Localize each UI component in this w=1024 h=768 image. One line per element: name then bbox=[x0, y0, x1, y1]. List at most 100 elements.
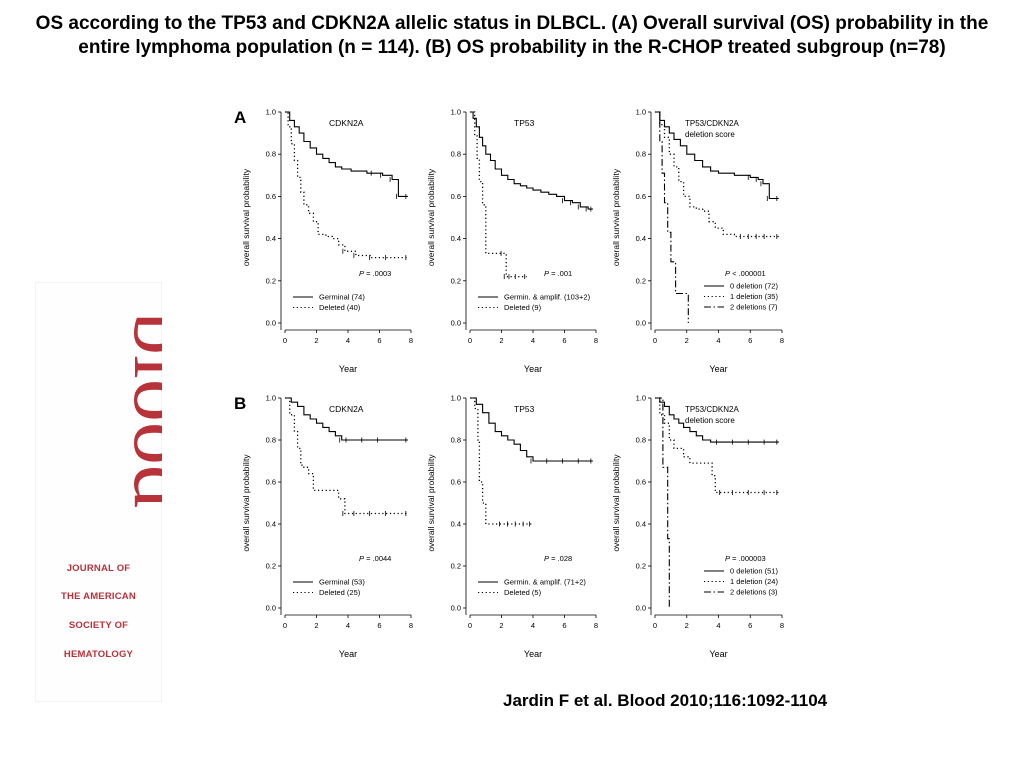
panel-title: TP53 bbox=[514, 404, 535, 414]
x-tick-label: 0 bbox=[468, 336, 472, 345]
y-tick-label: 0.8 bbox=[451, 150, 461, 159]
panel-title: CDKN2A bbox=[329, 118, 364, 128]
y-tick-label: 0.0 bbox=[266, 319, 276, 328]
x-tick-label: 0 bbox=[653, 336, 657, 345]
p-value: P = .0044 bbox=[359, 554, 391, 563]
y-tick-label: 0.0 bbox=[636, 319, 646, 328]
x-tick-label: 2 bbox=[685, 621, 689, 630]
x-tick-label: 6 bbox=[748, 621, 752, 630]
legend-label: Germin. & amplif. (103+2) bbox=[504, 293, 591, 302]
x-tick-label: 8 bbox=[409, 621, 413, 630]
survival-curve-2 bbox=[655, 111, 779, 238]
km-panel-1: 0.0 0.2 0.4 0.6 0.8 1.0 0 2 4 6 8 Year overall survi… bbox=[241, 108, 413, 375]
x-axis-label: Year bbox=[339, 649, 357, 659]
survival-curve-2 bbox=[470, 111, 527, 278]
x-axis-label: Year bbox=[709, 649, 727, 659]
survival-curve-1 bbox=[285, 397, 408, 441]
legend-label: 1 deletion (24) bbox=[730, 577, 778, 586]
y-tick-label: 0.6 bbox=[451, 192, 461, 201]
y-tick-label: 0.2 bbox=[266, 276, 276, 285]
survival-curve-2 bbox=[285, 111, 408, 259]
legend-label: 0 deletion (51) bbox=[730, 567, 778, 576]
legend-label: 2 deletions (7) bbox=[730, 303, 778, 312]
legend-label: Deleted (40) bbox=[319, 303, 361, 312]
y-tick-label: 0.8 bbox=[451, 436, 461, 445]
y-tick-label: 0.6 bbox=[451, 478, 461, 487]
x-tick-label: 2 bbox=[499, 621, 503, 630]
y-tick-label: 0.4 bbox=[636, 234, 646, 243]
legend-label: 0 deletion (72) bbox=[730, 282, 778, 291]
y-tick-label: 0.0 bbox=[451, 604, 461, 613]
page-title: OS according to the TP53 and CDKN2A alle… bbox=[35, 13, 989, 58]
y-tick-label: 0.0 bbox=[266, 604, 276, 613]
legend-label: 2 deletions (3) bbox=[730, 588, 778, 597]
x-tick-label: 4 bbox=[716, 621, 720, 630]
y-tick-label: 0.4 bbox=[636, 520, 646, 529]
blood-wordmark: blood bbox=[116, 312, 162, 508]
survival-curve-3 bbox=[655, 111, 689, 323]
survival-curve-1 bbox=[285, 111, 408, 197]
panel-title: TP53 bbox=[514, 118, 535, 128]
x-axis-label: Year bbox=[524, 364, 542, 374]
y-tick-label: 1.0 bbox=[636, 394, 646, 403]
p-value: P = .000003 bbox=[725, 554, 766, 563]
y-tick-label: 0.4 bbox=[451, 234, 461, 243]
y-tick-label: 0.6 bbox=[636, 478, 646, 487]
y-tick-label: 0.2 bbox=[636, 276, 646, 285]
x-tick-label: 6 bbox=[377, 621, 381, 630]
y-axis-label: overall survival probability bbox=[611, 454, 621, 552]
panel-title: TP53/CDKN2A bbox=[685, 119, 739, 128]
x-tick-label: 4 bbox=[346, 336, 350, 345]
y-tick-label: 0.6 bbox=[266, 478, 276, 487]
y-tick-label: 0.4 bbox=[266, 520, 276, 529]
x-axis-label: Year bbox=[524, 649, 542, 659]
x-tick-label: 2 bbox=[314, 621, 318, 630]
legend-label: Deleted (5) bbox=[504, 588, 542, 597]
survival-curve-2 bbox=[285, 397, 408, 515]
x-tick-label: 0 bbox=[283, 621, 287, 630]
survival-curve-1 bbox=[470, 111, 593, 210]
y-tick-label: 0.6 bbox=[266, 192, 276, 201]
panel-title: TP53/CDKN2A bbox=[685, 405, 739, 414]
panel-title: CDKN2A bbox=[329, 404, 364, 414]
km-panel-5: 0.0 0.2 0.4 0.6 0.8 1.0 0 2 4 6 8 Year overall survi… bbox=[426, 394, 598, 660]
y-axis-label: overall survival probability bbox=[426, 168, 436, 266]
x-tick-label: 8 bbox=[594, 336, 598, 345]
panel-title: deletion score bbox=[685, 130, 735, 139]
y-axis-label: overall survival probability bbox=[426, 454, 436, 552]
x-tick-label: 6 bbox=[748, 336, 752, 345]
p-value: P < .000001 bbox=[725, 269, 766, 278]
y-tick-label: 0.8 bbox=[636, 150, 646, 159]
legend-label: Germin. & amplif. (71+2) bbox=[504, 578, 586, 587]
panel-title: deletion score bbox=[685, 416, 735, 425]
survival-curve-3 bbox=[655, 397, 670, 608]
panel-label-b: B bbox=[234, 394, 246, 413]
y-tick-label: 0.2 bbox=[636, 562, 646, 571]
survival-curve-1 bbox=[470, 397, 593, 462]
x-tick-label: 4 bbox=[531, 336, 535, 345]
y-tick-label: 0.4 bbox=[451, 520, 461, 529]
legend-label: Germinal (53) bbox=[319, 578, 365, 587]
y-tick-label: 0.4 bbox=[266, 234, 276, 243]
y-tick-label: 0.0 bbox=[636, 604, 646, 613]
journal-line-1: JOURNAL OF bbox=[66, 563, 131, 574]
blood-journal-logo: blood JOURNAL OF THE AMERICAN SOCIETY OF… bbox=[35, 282, 162, 702]
legend-label: Deleted (25) bbox=[319, 588, 361, 597]
y-axis-label: overall survival probability bbox=[241, 168, 251, 266]
y-tick-label: 0.2 bbox=[266, 562, 276, 571]
y-tick-label: 0.2 bbox=[451, 276, 461, 285]
x-tick-label: 8 bbox=[780, 336, 784, 345]
x-tick-label: 2 bbox=[685, 336, 689, 345]
x-tick-label: 0 bbox=[283, 336, 287, 345]
legend-label: Deleted (9) bbox=[504, 303, 542, 312]
p-value: P = .001 bbox=[544, 269, 572, 278]
x-tick-label: 6 bbox=[562, 621, 566, 630]
x-tick-label: 2 bbox=[314, 336, 318, 345]
x-tick-label: 4 bbox=[531, 621, 535, 630]
x-tick-label: 8 bbox=[780, 621, 784, 630]
y-tick-label: 1.0 bbox=[451, 394, 461, 403]
y-tick-label: 0.0 bbox=[451, 319, 461, 328]
x-tick-label: 6 bbox=[562, 336, 566, 345]
y-tick-label: 0.2 bbox=[451, 562, 461, 571]
